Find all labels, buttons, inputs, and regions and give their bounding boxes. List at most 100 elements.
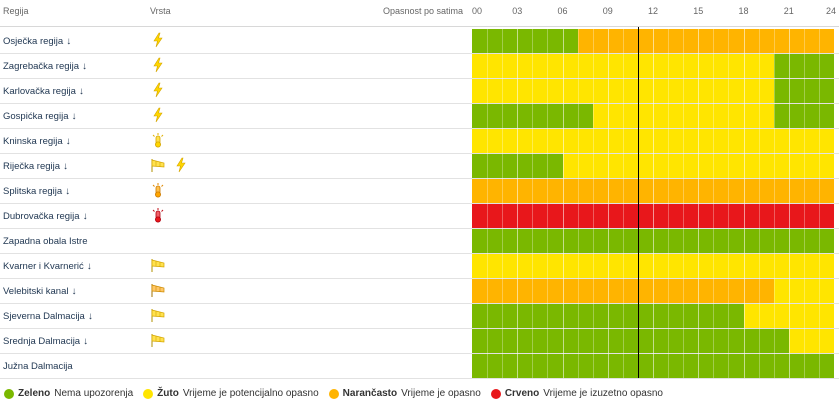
table-row: Splitska regija ↓	[0, 179, 839, 204]
row-divider	[0, 278, 839, 279]
hazard-timeline	[472, 104, 834, 129]
warning-type-icons	[150, 32, 166, 52]
lightning-icon	[150, 32, 166, 53]
hazard-timeline	[472, 304, 834, 329]
hazard-segment-yellow	[773, 279, 834, 304]
expand-arrow-icon[interactable]: ↓	[82, 211, 88, 222]
table-row: Riječka regija ↓	[0, 154, 839, 179]
expand-arrow-icon[interactable]: ↓	[71, 286, 77, 297]
region-link[interactable]: Splitska regija ↓	[3, 186, 70, 197]
warning-type-icons	[150, 307, 166, 327]
lightning-icon	[173, 157, 189, 178]
region-name: Osječka regija	[3, 36, 64, 47]
warning-type-icons	[150, 332, 166, 352]
region-link[interactable]: Južna Dalmacija	[3, 361, 73, 372]
expand-arrow-icon[interactable]: ↓	[82, 61, 88, 72]
legend-description: Nema upozorenja	[54, 388, 134, 399]
table-header: Regija Vrsta Opasnost po satima 00 03 06 09…	[0, 0, 839, 28]
region-name: Splitska regija	[3, 186, 63, 197]
expand-arrow-icon[interactable]: ↓	[78, 86, 84, 97]
region-link[interactable]: Osječka regija ↓	[3, 36, 71, 47]
hazard-segment-green	[773, 54, 834, 79]
row-divider	[0, 353, 839, 354]
hazard-segment-yellow	[743, 304, 834, 329]
hazard-segment-green	[773, 79, 834, 104]
region-name: Srednja Dalmacija	[3, 336, 81, 347]
region-link[interactable]: Dubrovačka regija ↓	[3, 211, 88, 222]
table-row: Srednja Dalmacija ↓	[0, 329, 839, 354]
region-link[interactable]: Zapadna obala Istre	[3, 236, 88, 247]
row-divider	[0, 178, 839, 179]
region-name: Riječka regija	[3, 161, 61, 172]
warning-type-icons	[150, 282, 166, 302]
hazard-timeline	[472, 29, 834, 54]
region-link[interactable]: Zagrebačka regija ↓	[3, 61, 87, 72]
expand-arrow-icon[interactable]: ↓	[65, 136, 71, 147]
legend-description: Vrijeme je opasno	[401, 388, 481, 399]
expand-arrow-icon[interactable]: ↓	[87, 311, 93, 322]
expand-arrow-icon[interactable]: ↓	[71, 111, 77, 122]
region-name: Južna Dalmacija	[3, 361, 73, 372]
row-divider	[0, 253, 839, 254]
hour-label: 06	[557, 6, 568, 16]
table-row: Karlovačka regija ↓	[0, 79, 839, 104]
hour-label: 12	[647, 6, 659, 16]
table-row: Kvarner i Kvarnerić ↓	[0, 254, 839, 279]
hazard-segment-green	[773, 104, 834, 129]
legend-item-green: Zeleno Nema upozorenja	[4, 388, 133, 399]
hazard-segment-green	[472, 104, 593, 129]
region-link[interactable]: Gospićka regija ↓	[3, 111, 76, 122]
hour-label: 18	[738, 6, 749, 16]
row-divider	[0, 78, 839, 79]
warning-type-icons	[150, 107, 166, 127]
hours-column-header: Opasnost po satima	[383, 6, 464, 16]
region-name: Kvarner i Kvarnerić	[3, 261, 84, 272]
row-divider	[0, 203, 839, 204]
wind-icon	[150, 157, 166, 178]
expand-arrow-icon[interactable]: ↓	[66, 36, 72, 47]
hazard-segment-green	[472, 304, 744, 329]
hour-label: 03	[512, 6, 523, 16]
region-link[interactable]: Velebitski kanal ↓	[3, 286, 76, 297]
type-column-header: Vrsta	[150, 6, 171, 16]
region-link[interactable]: Karlovačka regija ↓	[3, 86, 84, 97]
row-divider	[0, 228, 839, 229]
expand-arrow-icon[interactable]: ↓	[86, 261, 92, 272]
legend-dot	[143, 388, 154, 399]
expand-arrow-icon[interactable]: ↓	[63, 161, 69, 172]
region-link[interactable]: Sjeverna Dalmacija ↓	[3, 311, 93, 322]
region-link[interactable]: Kvarner i Kvarnerić ↓	[3, 261, 92, 272]
hazard-timeline	[472, 54, 834, 79]
region-link[interactable]: Srednja Dalmacija ↓	[3, 336, 88, 347]
row-divider	[0, 128, 839, 129]
warning-type-icons	[150, 207, 166, 227]
region-column-header: Regija	[3, 6, 29, 16]
hazard-segment-orange	[472, 179, 834, 204]
row-divider	[0, 103, 839, 104]
region-link[interactable]: Kninska regija ↓	[3, 136, 71, 147]
warning-type-icons	[150, 257, 166, 277]
heat-orange-icon	[150, 182, 166, 203]
hazard-timeline	[472, 329, 834, 354]
hazard-timeline	[472, 254, 834, 279]
header-divider	[0, 26, 839, 27]
expand-arrow-icon[interactable]: ↓	[83, 336, 89, 347]
hazard-timeline	[472, 279, 834, 304]
expand-arrow-icon[interactable]: ↓	[65, 186, 71, 197]
hazard-segment-yellow	[592, 104, 774, 129]
table-row: Dubrovačka regija ↓	[0, 204, 839, 229]
lightning-icon	[150, 107, 166, 128]
hazard-timeline	[472, 79, 834, 104]
row-divider	[0, 328, 839, 329]
region-name: Karlovačka regija	[3, 86, 76, 97]
heat-red-icon	[150, 207, 166, 228]
warning-type-icons	[150, 182, 166, 202]
hazard-segment-yellow	[472, 129, 834, 154]
legend-dot	[490, 388, 501, 399]
region-name: Zagrebačka regija	[3, 61, 80, 72]
hazard-segment-orange	[472, 279, 774, 304]
hazard-segment-green	[472, 229, 834, 254]
hazard-segment-yellow	[472, 79, 774, 104]
region-link[interactable]: Riječka regija ↓	[3, 161, 68, 172]
lightning-icon	[150, 57, 166, 78]
